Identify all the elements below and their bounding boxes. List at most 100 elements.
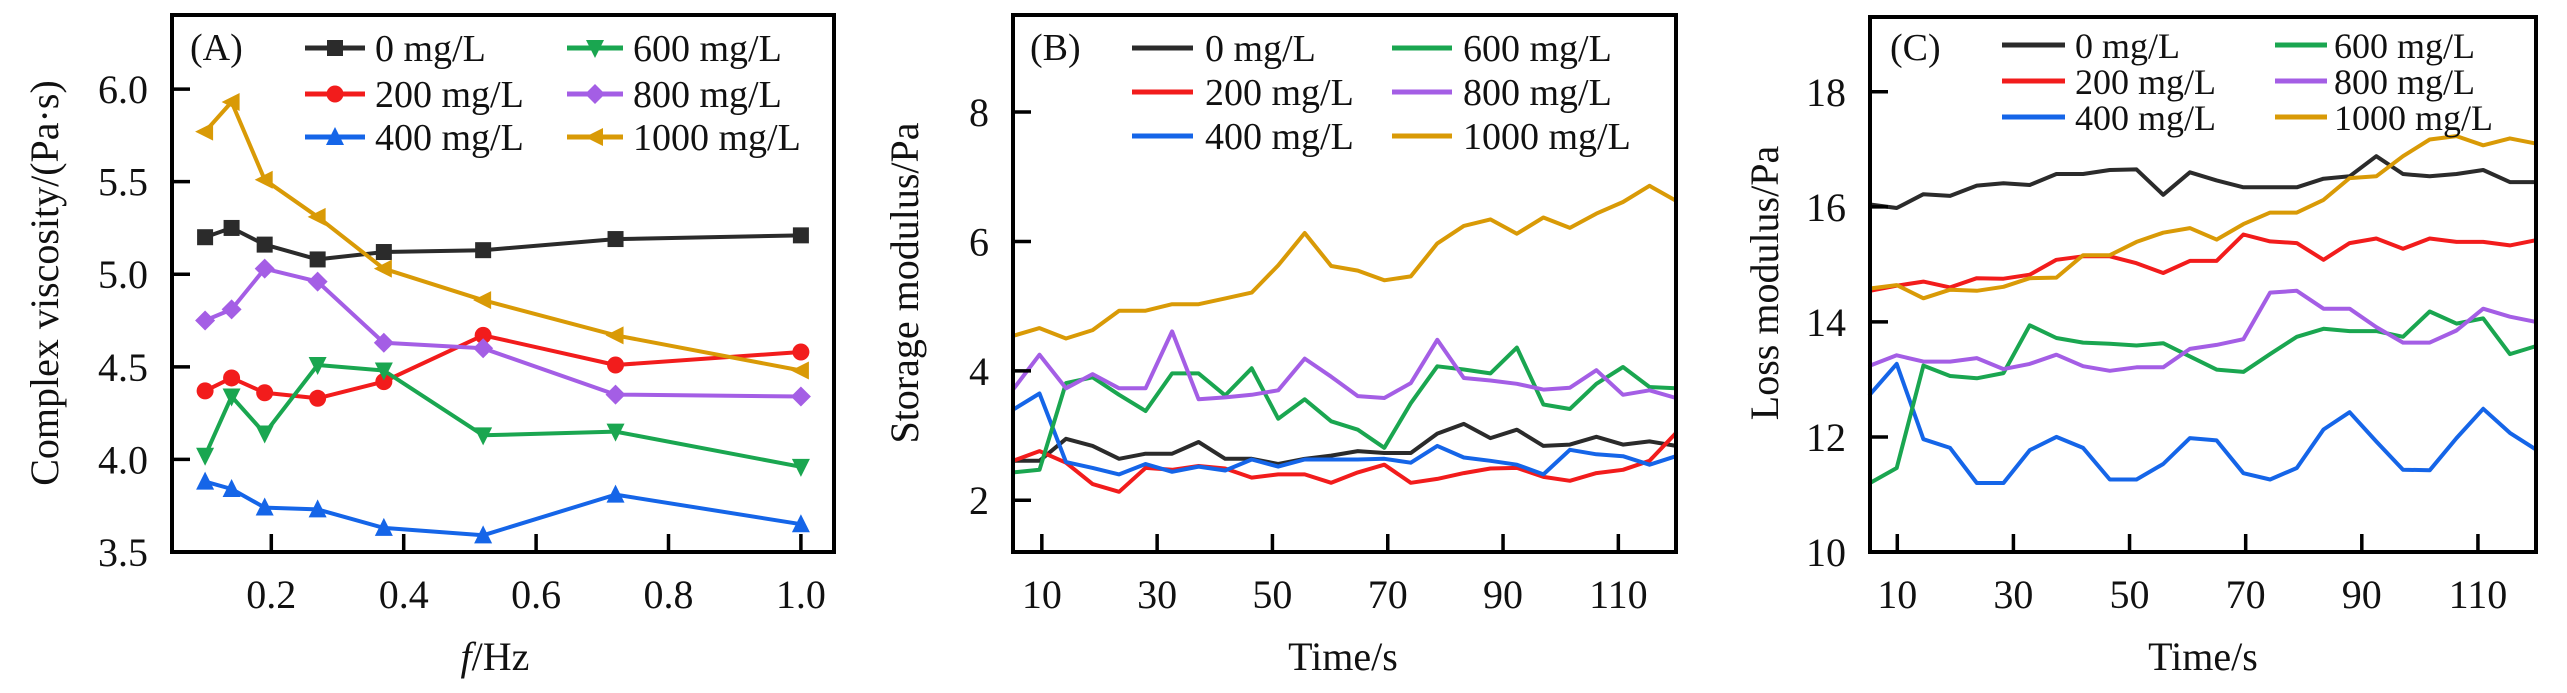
panel-a-series-800-mg-l-point <box>221 299 242 320</box>
panel-a-series-400-mg-l-point <box>222 479 241 498</box>
panel-a-series-0-mg-l-point <box>375 244 392 261</box>
panel-a-series-800-mg-l-point <box>790 386 811 407</box>
legend-swatch-marker <box>586 40 604 58</box>
panel-b-x-tick-label: 110 <box>1589 572 1648 617</box>
panel-a-y-tick-label: 4.5 <box>98 345 148 390</box>
panel-c-legend-item-400-mg-l: 400 mg/L <box>2002 98 2216 138</box>
legend-swatch-marker <box>326 85 344 103</box>
panel-a-series-0-mg-l-point <box>607 231 624 248</box>
panel-a-legend-item-1000-mg-l: 1000 mg/L <box>567 117 801 159</box>
panel-a-series-800-mg-l-line <box>203 266 803 399</box>
panel-c-series-200-mg-l <box>1868 232 2538 293</box>
panel-a-series-800-mg-l-point <box>473 338 494 359</box>
panel-a-series-800-mg-l-point <box>605 384 626 405</box>
panel-c-label: (C) <box>1890 27 1941 69</box>
panel-a-series-400-mg-l-point <box>374 517 393 536</box>
panel-c-loss-modulus: (C) Loss modulus/Pa Time/s 10 30 50 70 90 110… <box>1742 15 2538 679</box>
panel-b-legend-item-0-mg-l: 0 mg/L <box>1132 28 1316 70</box>
panel-a-series-400-mg-l-point <box>255 497 274 516</box>
legend-label: 1000 mg/L <box>2334 98 2493 138</box>
panel-a-y-tick-label: 5.0 <box>98 252 148 297</box>
panel-b-series-0-mg-l-line <box>1011 421 1678 466</box>
panel-a-x-axis-label: f/Hz <box>461 634 530 679</box>
panel-a-series-800-mg-l-point <box>254 258 275 279</box>
panel-c-x-tick-label: 70 <box>2226 572 2266 617</box>
panel-b-y-tick-label: 8 <box>969 90 989 135</box>
panel-a-series-1000-mg-l-point <box>254 170 273 189</box>
panel-a-series-200-mg-l-point <box>309 389 327 407</box>
panel-c-series-0-mg-l-line <box>1868 154 2538 210</box>
panel-c-x-tick-label: 30 <box>1993 572 2033 617</box>
legend-swatch-marker <box>585 84 605 104</box>
panel-c-x-tick-label: 50 <box>2110 572 2150 617</box>
legend-label: 0 mg/L <box>375 28 486 70</box>
panel-a-series-0-mg-l-point <box>792 227 809 244</box>
panel-a-x-tick-label: 0.4 <box>379 572 429 617</box>
panel-a-label: (A) <box>190 27 243 69</box>
panel-b-y-tick-label: 6 <box>969 219 989 264</box>
panel-a-series-0-mg-l-point <box>223 219 240 236</box>
panel-a-series-200-mg-l <box>196 326 810 407</box>
legend-label: 200 mg/L <box>375 74 524 116</box>
x-axis-label-unit-part: /Hz <box>472 634 530 679</box>
panel-b-x-tick-label: 90 <box>1483 572 1523 617</box>
legend-label: 800 mg/L <box>1463 72 1612 114</box>
legend-label: 1000 mg/L <box>1463 116 1631 158</box>
legend-swatch-marker <box>327 40 343 56</box>
panel-a-x-tick-label: 0.2 <box>246 572 296 617</box>
legend-label: 400 mg/L <box>1205 116 1354 158</box>
panel-a-series-400-mg-l-line <box>203 479 803 538</box>
panel-a-series-800-mg-l <box>195 258 811 407</box>
panel-a-series-0-mg-l-point <box>197 229 214 246</box>
panel-a-series-600-mg-l-line <box>203 363 803 469</box>
panel-c-y-tick-label: 18 <box>1806 70 1846 115</box>
legend-label: 0 mg/L <box>1205 28 1316 70</box>
panel-b-legend-item-1000-mg-l: 1000 mg/L <box>1392 116 1631 158</box>
panel-a-series-200-mg-l-point <box>375 373 393 391</box>
panel-a-series-600-mg-l-point <box>255 425 274 444</box>
panel-a-series-400-mg-l-point <box>474 525 493 544</box>
panel-c-x-tick-label: 10 <box>1877 572 1917 617</box>
panel-a-series-0-mg-l-line <box>203 225 803 262</box>
panel-b-y-tick-label: 4 <box>969 349 989 394</box>
legend-label: 600 mg/L <box>1463 28 1612 70</box>
panel-c-y-tick-label: 16 <box>1806 185 1846 230</box>
legend-label: 800 mg/L <box>633 74 782 116</box>
panel-b-series-1000-mg-l <box>1011 183 1678 341</box>
panel-a-series-1000-mg-l-point <box>373 259 392 278</box>
panel-a-series-200-mg-l-point <box>792 343 810 361</box>
panel-c-series-800-mg-l <box>1868 288 2538 373</box>
panel-c-legend-item-200-mg-l: 200 mg/L <box>2002 62 2216 102</box>
panel-c-legend-item-1000-mg-l: 1000 mg/L <box>2275 98 2493 138</box>
panel-c-series-600-mg-l <box>1868 309 2538 485</box>
panel-a-series-200-mg-l-point <box>607 356 625 374</box>
panel-a-series-200-mg-l-point <box>474 326 492 344</box>
panel-a-series-1000-mg-l-point <box>307 207 326 226</box>
legend-label: 1000 mg/L <box>633 117 801 159</box>
panel-a-series-600-mg-l-point <box>196 447 215 466</box>
panel-c-legend-item-600-mg-l: 600 mg/L <box>2275 26 2475 66</box>
panel-a-legend-item-0-mg-l: 0 mg/L <box>305 28 486 70</box>
panel-a-y-tick-label: 3.5 <box>98 530 148 575</box>
panel-a-series-1000-mg-l <box>195 93 809 380</box>
panel-a-series-1000-mg-l-point <box>221 93 240 112</box>
panel-a-series-800-mg-l-point <box>307 271 328 292</box>
panel-a-legend-item-800-mg-l: 800 mg/L <box>567 74 782 116</box>
panel-b-series-600-mg-l-line <box>1011 345 1678 475</box>
panel-a-series-400-mg-l-point <box>308 499 327 518</box>
panel-b-series-0-mg-l <box>1011 421 1678 466</box>
panel-a-y-axis-label: Complex viscosity/(Pa·s) <box>22 80 67 486</box>
panel-a-series-600-mg-l-point <box>474 427 493 446</box>
panel-b-x-tick-label: 30 <box>1137 572 1177 617</box>
legend-label: 400 mg/L <box>2075 98 2216 138</box>
panel-c-x-tick-label: 90 <box>2342 572 2382 617</box>
panel-b-legend-item-200-mg-l: 200 mg/L <box>1132 72 1354 114</box>
panel-a-plot-area <box>195 93 811 544</box>
panel-b-ticks: 10 30 50 70 90 110 2 4 6 8 <box>969 90 1648 617</box>
panel-a-series-400-mg-l-point <box>606 484 625 503</box>
panel-c-series-400-mg-l <box>1868 361 2538 485</box>
panel-b-plot-area <box>1011 183 1678 494</box>
panel-b-x-axis-label: Time/s <box>1288 634 1398 679</box>
